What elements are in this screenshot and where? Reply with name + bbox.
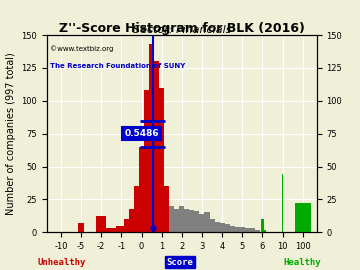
Text: Score: Score: [167, 258, 193, 266]
Bar: [124, 219, 129, 232]
Bar: [78, 223, 84, 232]
Title: Z''-Score Histogram for BLK (2016): Z''-Score Histogram for BLK (2016): [59, 22, 305, 35]
Bar: [179, 206, 184, 232]
Bar: [261, 219, 264, 232]
Bar: [106, 228, 116, 232]
Bar: [240, 227, 245, 232]
Y-axis label: Number of companies (997 total): Number of companies (997 total): [6, 52, 16, 215]
Bar: [134, 186, 139, 232]
Text: ©www.textbiz.org: ©www.textbiz.org: [50, 45, 113, 52]
Bar: [174, 208, 179, 232]
Bar: [149, 44, 154, 232]
Text: Healthy: Healthy: [284, 258, 321, 266]
Bar: [164, 186, 169, 232]
Bar: [96, 230, 99, 232]
Bar: [194, 211, 199, 232]
Bar: [189, 210, 194, 232]
Bar: [116, 226, 126, 232]
Bar: [255, 230, 260, 232]
Bar: [139, 147, 144, 232]
Text: Sector: Financials: Sector: Financials: [132, 25, 231, 35]
Bar: [204, 212, 210, 232]
Bar: [245, 228, 250, 232]
Text: 0.5486: 0.5486: [124, 129, 159, 138]
Bar: [220, 223, 225, 232]
Bar: [210, 219, 215, 232]
Bar: [199, 214, 204, 232]
Bar: [294, 203, 311, 232]
Text: The Research Foundation of SUNY: The Research Foundation of SUNY: [50, 63, 185, 69]
Bar: [159, 88, 164, 232]
Bar: [250, 228, 255, 232]
Bar: [230, 226, 235, 232]
Bar: [154, 61, 159, 232]
Text: Unhealthy: Unhealthy: [37, 258, 85, 266]
Bar: [184, 208, 189, 232]
Bar: [235, 227, 240, 232]
Bar: [10, 226, 31, 232]
Bar: [264, 230, 266, 232]
Bar: [96, 217, 106, 232]
Bar: [129, 208, 134, 232]
Bar: [169, 206, 174, 232]
Bar: [215, 222, 220, 232]
Bar: [144, 90, 149, 232]
Bar: [225, 224, 230, 232]
